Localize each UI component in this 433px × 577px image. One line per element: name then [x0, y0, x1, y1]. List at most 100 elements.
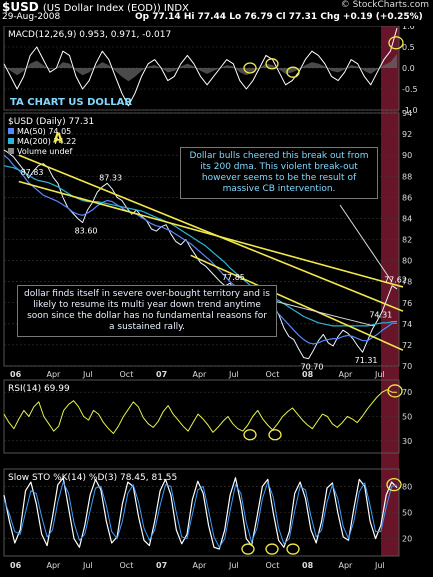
- price-title: $USD (Daily) 77.31: [8, 117, 94, 127]
- price-tick-label: 92: [402, 130, 412, 139]
- macd-tick-label: 1.0: [402, 22, 415, 31]
- price-legend-label: Volume undef: [17, 147, 72, 156]
- macd-highlight-circle: [286, 66, 300, 78]
- macd-tick-label: -0.5: [402, 85, 418, 94]
- price-label: 77.62: [384, 276, 407, 285]
- price-legend-swatch: [8, 148, 14, 154]
- stochastic-tick-label: 80: [402, 482, 412, 491]
- price-legend-label: MA(50) 74.05: [17, 127, 71, 136]
- breakout-annotation: Dollar bulls cheered this break out from…: [180, 147, 378, 199]
- price-tick-label: 94: [402, 109, 412, 118]
- price-legend-label: MA(200) 74.22: [17, 137, 76, 146]
- x-axis-label: Oct: [266, 370, 280, 379]
- stochastic-highlight-circle: [265, 543, 279, 555]
- x-axis-label-bottom: Oct: [266, 561, 280, 570]
- price-label: 87.83: [21, 168, 44, 177]
- rsi-tick-label: 30: [402, 437, 412, 446]
- x-axis-label-bottom: 07: [156, 561, 167, 570]
- low-value: Lo 76.79: [229, 12, 273, 22]
- x-axis-label: Apr: [339, 370, 354, 379]
- breakout-arrow: [339, 204, 393, 283]
- change-value: Chg +0.19 (+0.25%): [320, 12, 423, 22]
- price-tick-label: 70: [402, 362, 412, 371]
- stochastic-tick-label: 50: [402, 509, 412, 518]
- price-label: 77.85: [222, 273, 245, 282]
- stochastic-highlight-circle: [286, 543, 300, 555]
- x-axis-label-bottom: Apr: [339, 561, 354, 570]
- x-axis-label-bottom: 08: [302, 561, 314, 570]
- price-legend-swatch: [8, 128, 14, 134]
- price-tick-label: 86: [402, 193, 412, 202]
- price-tick-label: 80: [402, 257, 412, 266]
- x-axis-label: 08: [302, 370, 314, 379]
- price-tick-label: 76: [402, 299, 412, 308]
- price-tick-label: 74: [402, 320, 412, 329]
- trendline: [190, 254, 404, 351]
- x-axis-label: 06: [10, 370, 22, 379]
- stochastic-highlight-circle: [386, 478, 402, 492]
- chart-title: $USD (US Dollar Index (EOD)) INDX: [2, 0, 189, 14]
- price-label: 87.33: [99, 173, 122, 182]
- x-axis-label-bottom: Jul: [82, 561, 93, 570]
- rsi-highlight-circle: [387, 384, 403, 398]
- x-axis-label-bottom: Jul: [228, 561, 239, 570]
- price-series-1: [3, 154, 397, 345]
- x-axis-label: Apr: [47, 370, 62, 379]
- x-axis-label: Jul: [228, 370, 239, 379]
- rsi-highlight-circle: [243, 429, 257, 441]
- rsi-title: RSI(14) 69.99: [8, 384, 70, 394]
- close-value: Cl 77.31: [275, 12, 318, 22]
- price-label: 74.31: [369, 311, 392, 320]
- macd-histogram: [4, 54, 397, 82]
- stochastic-series-0: [3, 477, 398, 550]
- price-label: 83.60: [75, 227, 98, 236]
- macd-tick-label: 0.0: [402, 64, 415, 73]
- price-label: 70.70: [301, 363, 324, 372]
- rsi-tick-label: 70: [402, 388, 412, 397]
- x-axis-label-bottom: Apr: [193, 561, 208, 570]
- rsi-highlight-circle: [268, 429, 282, 441]
- price-label: 71.31: [355, 356, 378, 365]
- macd-highlight-circle: [243, 62, 257, 74]
- x-axis-label-bottom: 06: [10, 561, 22, 570]
- chart-header: $USD (US Dollar Index (EOD)) INDX 29-Aug…: [0, 0, 433, 26]
- ohlc-readout: Op 77.14 Hi 77.44 Lo 76.79 Cl 77.31 Chg …: [135, 12, 423, 22]
- macd-highlight-circle: [388, 36, 404, 50]
- stochastic-series-1: [3, 481, 398, 548]
- overbought-arrow: [269, 299, 375, 327]
- x-axis-label-bottom: Apr: [47, 561, 62, 570]
- macd-title: MACD(12,26,9) 0.953, 0.971, -0.017: [8, 30, 171, 40]
- open-value: Op 77.14: [135, 12, 181, 22]
- marker-a-label: A: [53, 132, 63, 147]
- trendline: [18, 154, 404, 312]
- price-tick-label: 78: [402, 278, 412, 287]
- rsi-tick-label: 50: [402, 413, 412, 422]
- high-value: Hi 77.44: [183, 12, 227, 22]
- x-axis-label: Jul: [374, 370, 385, 379]
- stockcharts-logo: © StockCharts.com: [340, 0, 429, 10]
- x-axis-label-bottom: Jul: [374, 561, 385, 570]
- price-tick-label: 90: [402, 151, 412, 160]
- ta-chart-title: TA CHART US DOLLAR: [10, 97, 133, 108]
- price-tick-label: 84: [402, 214, 412, 223]
- stochastic-highlight-circle: [241, 543, 255, 555]
- macd-highlight-circle: [265, 58, 279, 70]
- price-tick-label: 82: [402, 236, 412, 245]
- macd-tick-label: -1.0: [402, 106, 418, 115]
- trendline: [18, 180, 404, 288]
- price-series-2: [3, 165, 398, 327]
- chart-date: 29-Aug-2008: [2, 12, 61, 22]
- rsi-series-0: [3, 389, 397, 434]
- x-axis-label: Oct: [120, 370, 134, 379]
- price-legend-swatch: [8, 138, 14, 144]
- macd-series-0: [3, 27, 398, 107]
- x-axis-label: Jul: [82, 370, 93, 379]
- x-axis-label: 07: [156, 370, 167, 379]
- chart-title-suffix: (US Dollar Index (EOD)) INDX: [42, 3, 189, 14]
- overbought-annotation: dollar finds itself in severe over-bough…: [17, 285, 277, 337]
- macd-tick-label: 0.5: [402, 43, 415, 52]
- x-axis-label-bottom: Oct: [120, 561, 134, 570]
- price-tick-label: 72: [402, 341, 412, 350]
- x-axis-label: Apr: [193, 370, 208, 379]
